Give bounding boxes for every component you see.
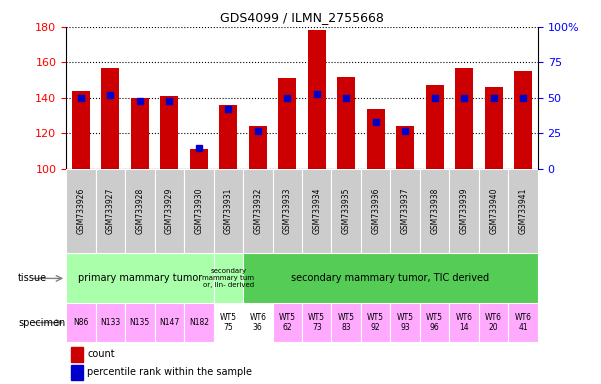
Bar	[243, 253, 538, 303]
Bar	[72, 91, 90, 169]
Text: N133: N133	[100, 318, 120, 327]
Text: GSM733931: GSM733931	[224, 188, 233, 234]
Bar	[397, 126, 414, 169]
Text: GSM733934: GSM733934	[313, 188, 322, 235]
Title: GDS4099 / ILMN_2755668: GDS4099 / ILMN_2755668	[220, 11, 384, 24]
Bar	[131, 98, 148, 169]
Bar	[361, 303, 391, 342]
Text: WT5
83: WT5 83	[338, 313, 355, 332]
Bar	[66, 169, 96, 253]
Text: count: count	[87, 349, 115, 359]
Bar	[154, 303, 184, 342]
Bar	[450, 303, 479, 342]
Bar	[367, 109, 385, 169]
Bar	[219, 105, 237, 169]
Text: specimen: specimen	[18, 318, 66, 328]
Text: WT5
92: WT5 92	[367, 313, 384, 332]
Text: WT6
14: WT6 14	[456, 313, 472, 332]
Bar	[160, 96, 178, 169]
Bar	[479, 303, 508, 342]
Text: GSM733929: GSM733929	[165, 188, 174, 234]
Bar	[391, 169, 420, 253]
Text: GSM733930: GSM733930	[194, 188, 203, 235]
Bar	[66, 253, 213, 303]
Text: secondary mammary tumor, TIC derived: secondary mammary tumor, TIC derived	[291, 273, 490, 283]
Bar	[96, 303, 125, 342]
Bar	[514, 71, 532, 169]
Bar	[420, 169, 450, 253]
Text: WT6
20: WT6 20	[485, 313, 502, 332]
Bar	[391, 303, 420, 342]
Bar	[302, 303, 332, 342]
Text: WT5
96: WT5 96	[426, 313, 443, 332]
Bar	[508, 303, 538, 342]
Text: WT6
36: WT6 36	[249, 313, 266, 332]
Text: N86: N86	[73, 318, 88, 327]
Text: percentile rank within the sample: percentile rank within the sample	[87, 367, 252, 377]
Text: N182: N182	[189, 318, 209, 327]
Text: N135: N135	[130, 318, 150, 327]
Bar	[456, 68, 473, 169]
Text: GSM733941: GSM733941	[519, 188, 528, 234]
Text: primary mammary tumor: primary mammary tumor	[78, 273, 202, 283]
Bar	[479, 169, 508, 253]
Bar	[272, 303, 302, 342]
Bar	[184, 169, 213, 253]
Bar	[450, 169, 479, 253]
Text: WT5
62: WT5 62	[279, 313, 296, 332]
Bar	[154, 169, 184, 253]
Text: GSM733933: GSM733933	[282, 188, 291, 235]
Text: GSM733932: GSM733932	[253, 188, 262, 234]
Bar	[125, 169, 154, 253]
Bar	[102, 68, 119, 169]
Text: WT6
41: WT6 41	[514, 313, 532, 332]
Text: GSM733939: GSM733939	[460, 188, 469, 235]
Bar	[249, 126, 267, 169]
Bar	[361, 169, 391, 253]
Text: GSM733938: GSM733938	[430, 188, 439, 234]
Text: GSM733926: GSM733926	[76, 188, 85, 234]
Bar	[278, 78, 296, 169]
Text: WT5
75: WT5 75	[220, 313, 237, 332]
Bar	[213, 303, 243, 342]
Text: WT5
73: WT5 73	[308, 313, 325, 332]
Text: GSM733927: GSM733927	[106, 188, 115, 234]
Bar	[190, 149, 208, 169]
Bar	[125, 303, 154, 342]
Bar	[243, 303, 272, 342]
Bar	[302, 169, 332, 253]
Text: GSM733937: GSM733937	[401, 188, 410, 235]
Text: tissue: tissue	[18, 273, 47, 283]
Bar	[332, 169, 361, 253]
Bar	[213, 253, 243, 303]
Text: GSM733940: GSM733940	[489, 188, 498, 235]
Text: GSM733928: GSM733928	[135, 188, 144, 234]
Bar	[213, 169, 243, 253]
Text: WT5
93: WT5 93	[397, 313, 413, 332]
Bar	[508, 169, 538, 253]
Bar	[308, 30, 326, 169]
Bar	[426, 86, 444, 169]
Bar	[420, 303, 450, 342]
Bar	[71, 347, 82, 362]
Text: GSM733935: GSM733935	[342, 188, 351, 235]
Bar	[272, 169, 302, 253]
Text: GSM733936: GSM733936	[371, 188, 380, 235]
Bar	[485, 87, 502, 169]
Bar	[66, 303, 96, 342]
Text: secondary
mammary tum
or, lin- derived: secondary mammary tum or, lin- derived	[203, 268, 254, 288]
Bar	[184, 303, 213, 342]
Bar	[243, 169, 272, 253]
Bar	[71, 365, 82, 380]
Text: N147: N147	[159, 318, 180, 327]
Bar	[337, 77, 355, 169]
Bar	[96, 169, 125, 253]
Bar	[332, 303, 361, 342]
